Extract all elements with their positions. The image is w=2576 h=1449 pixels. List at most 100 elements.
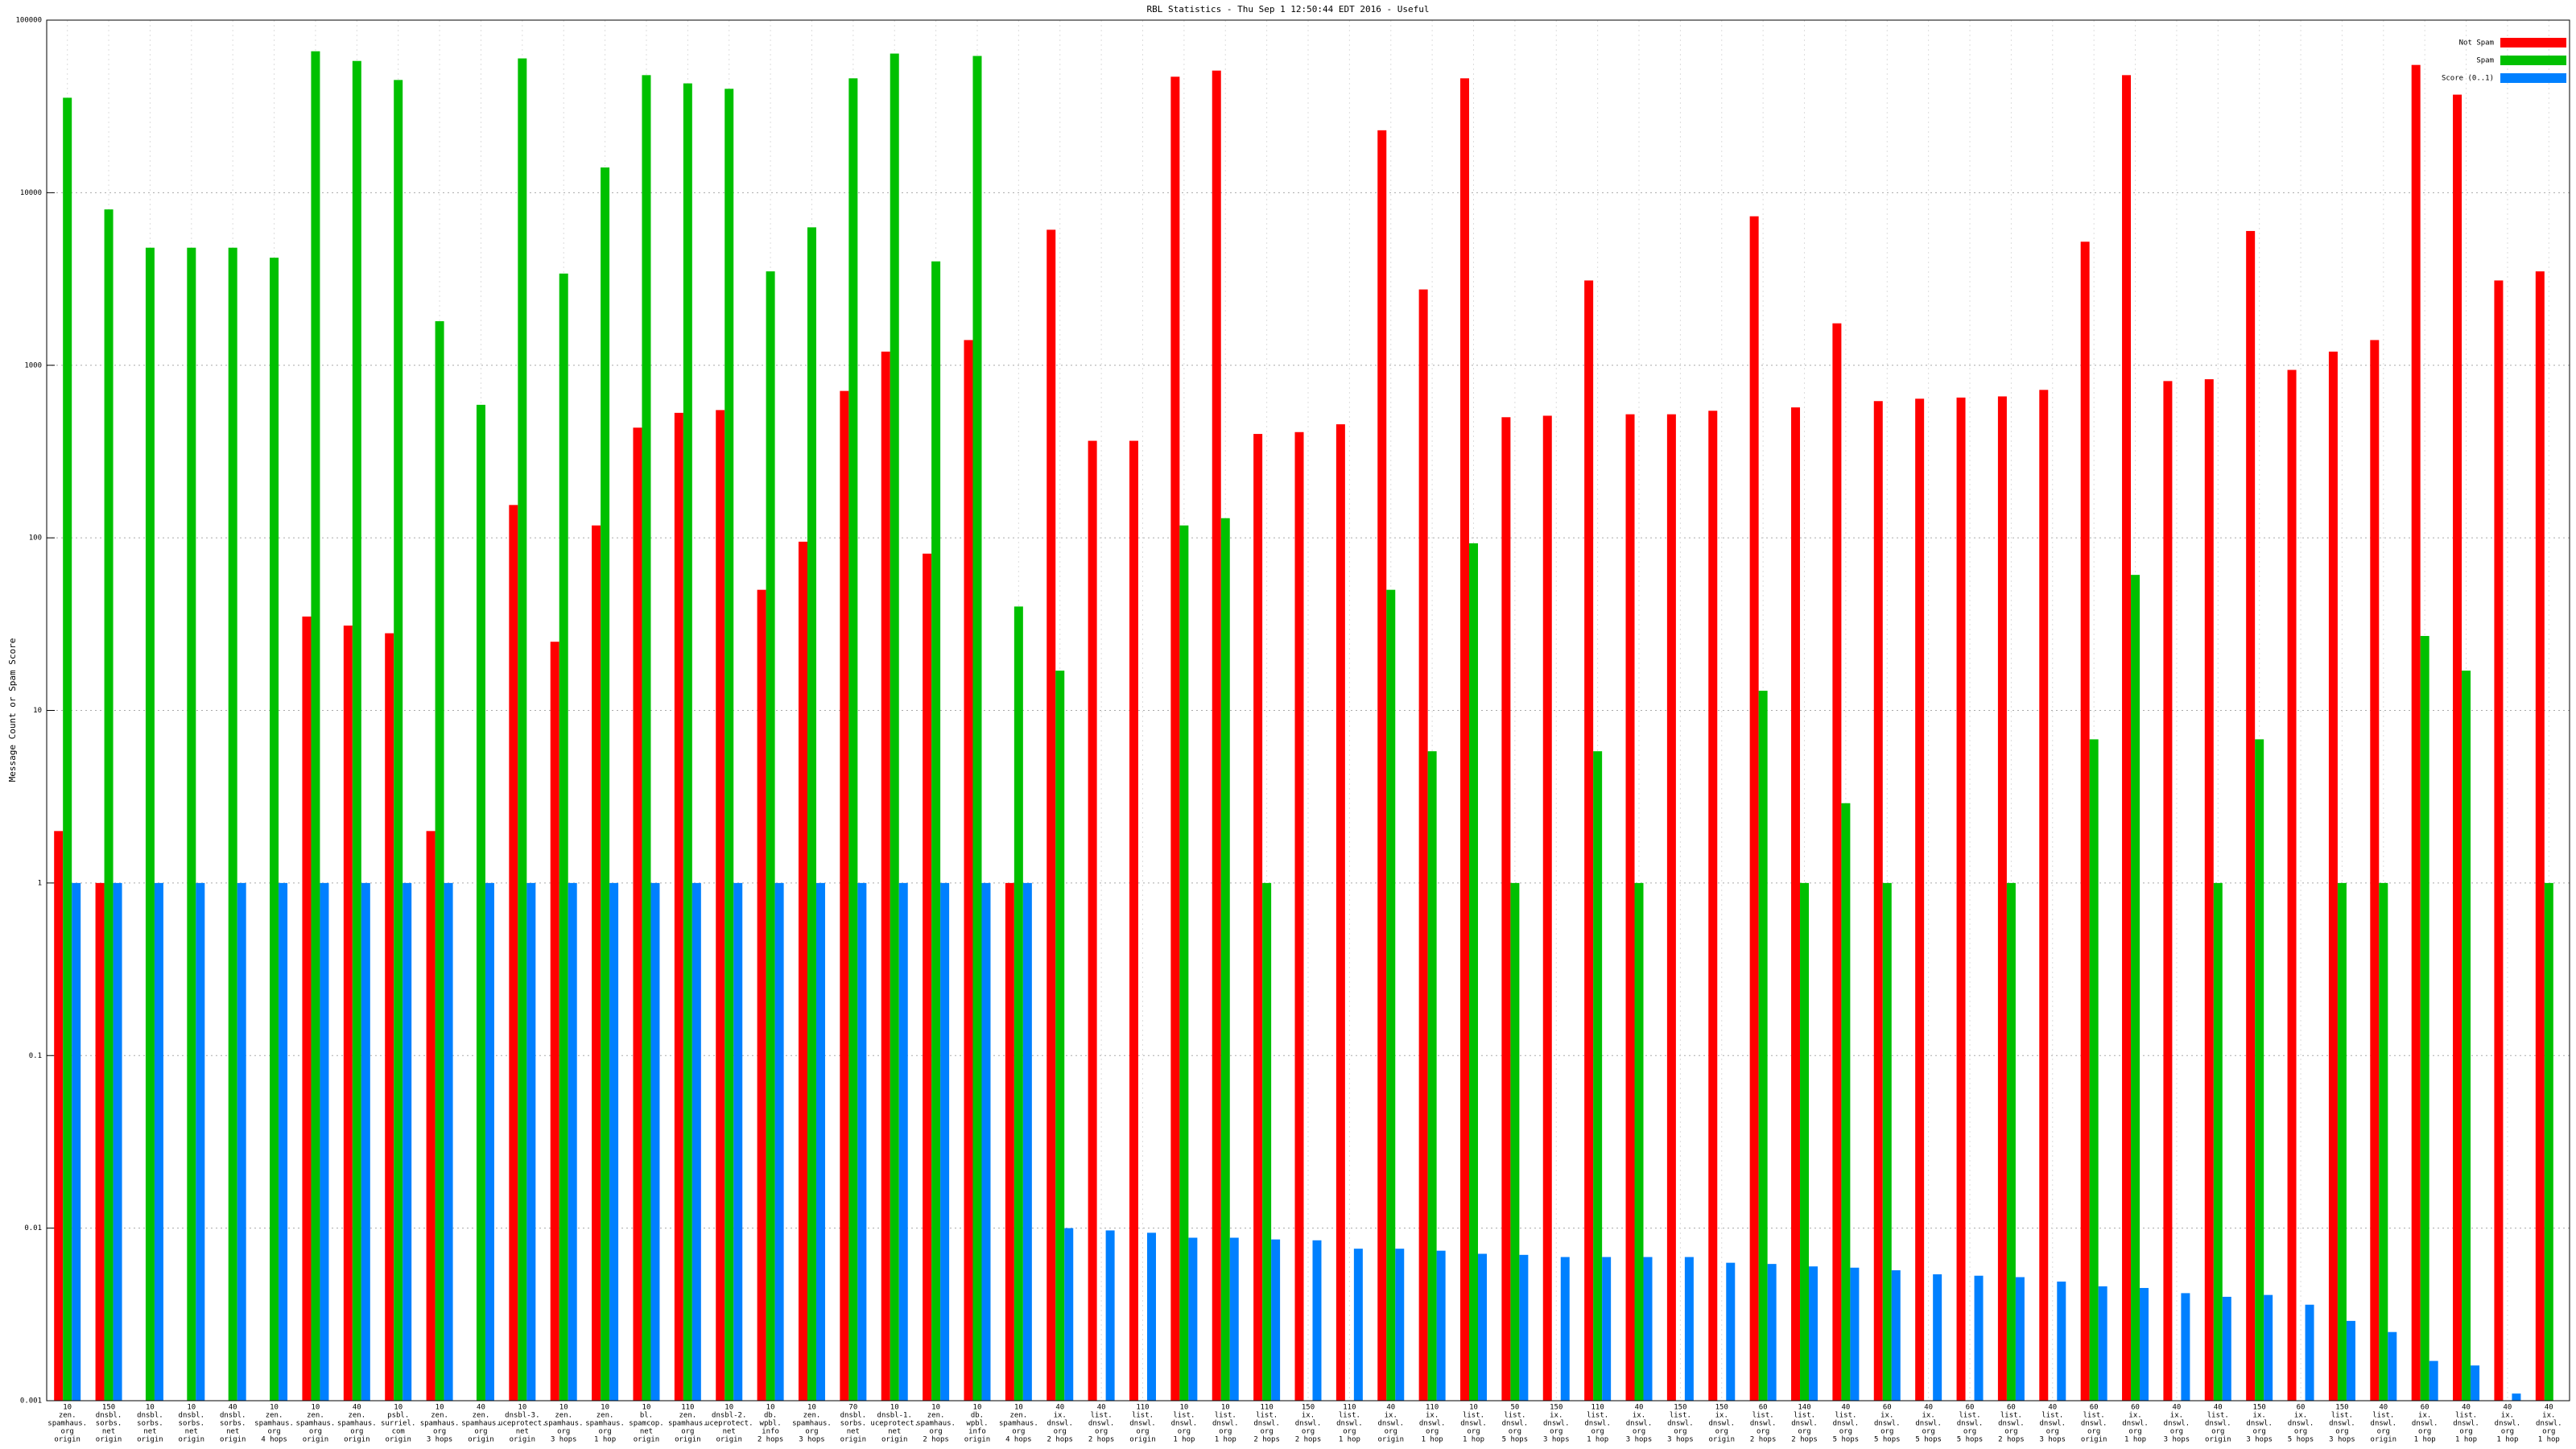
x-tick-label: 150 [2253, 1404, 2266, 1412]
bar [1179, 525, 1189, 1401]
x-tick-label: 2 hops [1998, 1436, 2025, 1444]
bar [72, 882, 81, 1401]
x-tick-label: ix. [2418, 1412, 2431, 1420]
x-tick-label: org [2046, 1428, 2059, 1436]
x-tick-label: 5 hops [1915, 1436, 1942, 1444]
bar [402, 882, 412, 1401]
bar [302, 616, 312, 1401]
x-tick-label: 40 [2462, 1404, 2471, 1412]
bar [2544, 882, 2553, 1401]
x-tick-label: 150 [1302, 1404, 1315, 1412]
x-tick-label: 10 [270, 1404, 279, 1412]
x-tick-label: org [1757, 1428, 1769, 1436]
bar [774, 882, 784, 1401]
x-tick-label: list. [1835, 1412, 1856, 1420]
x-tick-label: org [1385, 1428, 1397, 1436]
bar [1478, 1253, 1488, 1401]
x-tick-label: 10 [1014, 1404, 1023, 1412]
x-tick-label: 10 [146, 1404, 155, 1412]
bar [1749, 216, 1759, 1401]
x-tick-label: uceprotect. [705, 1420, 753, 1428]
bar [940, 882, 950, 1401]
bar [559, 273, 568, 1401]
x-tick-label: org [1219, 1428, 1232, 1436]
x-tick-label: dnswl. [1543, 1420, 1570, 1428]
x-tick-label: dnswl. [1129, 1420, 1156, 1428]
x-tick-label: org [2087, 1428, 2100, 1436]
x-tick-label: dnswl. [2246, 1420, 2273, 1428]
bar [1584, 280, 1594, 1402]
x-tick-label: origin [54, 1436, 80, 1444]
x-tick-label: org [1054, 1428, 1067, 1436]
x-tick-label: db. [764, 1412, 777, 1420]
y-tick-label: 1 [38, 879, 42, 887]
x-tick-label: 5 hops [1957, 1436, 1984, 1444]
x-tick-label: net [847, 1428, 860, 1436]
bar [113, 882, 122, 1401]
x-tick-label: 5 hops [1874, 1436, 1901, 1444]
bar [807, 227, 816, 1401]
x-tick-label: org [1426, 1428, 1439, 1436]
x-tick-label: ix. [1715, 1412, 1728, 1420]
x-tick-label: 140 [1798, 1404, 1810, 1412]
legend-label: Spam [2476, 57, 2494, 65]
bar [1832, 323, 1842, 1402]
x-tick-label: dnswl. [1750, 1420, 1777, 1428]
x-tick-label: net [102, 1428, 115, 1436]
bar [2453, 94, 2462, 1401]
bar [1501, 417, 1511, 1401]
x-tick-label: origin [675, 1436, 701, 1444]
bar [1312, 1240, 1322, 1401]
x-tick-label: org [2542, 1428, 2555, 1436]
bar [54, 831, 64, 1401]
x-tick-label: dnswl. [2371, 1420, 2397, 1428]
y-tick-label: 0.01 [24, 1224, 42, 1232]
x-tick-label: 1 hop [2124, 1436, 2146, 1444]
bar [1105, 1230, 1115, 1401]
x-tick-label: org [2335, 1428, 2348, 1436]
bar [964, 340, 973, 1401]
bar [766, 271, 775, 1401]
bar [154, 882, 163, 1401]
x-tick-label: dnswl. [1626, 1420, 1653, 1428]
x-tick-label: zen. [927, 1412, 945, 1420]
bar [568, 882, 577, 1401]
bar [1064, 1228, 1074, 1401]
x-tick-label: 3 hops [2164, 1436, 2190, 1444]
bar [1974, 1275, 1984, 1401]
x-tick-label: org [1260, 1428, 1273, 1436]
bar [1469, 543, 1479, 1401]
x-tick-label: 3 hops [427, 1436, 453, 1444]
bar [435, 321, 444, 1401]
bar [2213, 882, 2223, 1401]
bar [601, 167, 610, 1401]
x-tick-label: 10 [973, 1404, 982, 1412]
x-tick-label: net [516, 1428, 529, 1436]
x-tick-label: 110 [681, 1404, 694, 1412]
bar [1294, 431, 1304, 1401]
bar [1758, 691, 1768, 1401]
x-tick-label: ix. [1054, 1412, 1067, 1420]
bar [2305, 1304, 2314, 1401]
x-tick-label: 40 [477, 1404, 485, 1412]
x-tick-label: 10 [931, 1404, 940, 1412]
x-tick-label: org [1633, 1428, 1645, 1436]
x-tick-label: net [226, 1428, 239, 1436]
x-tick-label: zen. [473, 1412, 490, 1420]
x-tick-label: 60 [2421, 1404, 2429, 1412]
x-tick-label: org [2128, 1428, 2141, 1436]
x-tick-label: org [2377, 1428, 2390, 1436]
x-tick-label: 60 [1966, 1404, 1975, 1412]
x-tick-label: dnswl. [1212, 1420, 1239, 1428]
bar [633, 427, 642, 1402]
x-tick-label: com [392, 1428, 405, 1436]
x-tick-label: origin [716, 1436, 742, 1444]
x-tick-label: origin [2081, 1436, 2107, 1444]
x-tick-label: 5 hops [1502, 1436, 1529, 1444]
bar [2370, 340, 2380, 1401]
x-tick-label: dnswl. [1833, 1420, 1860, 1428]
x-tick-label: net [888, 1428, 901, 1436]
x-tick-label: dnswl. [1667, 1420, 1694, 1428]
x-tick-label: origin [137, 1436, 163, 1444]
x-tick-label: org [433, 1428, 446, 1436]
